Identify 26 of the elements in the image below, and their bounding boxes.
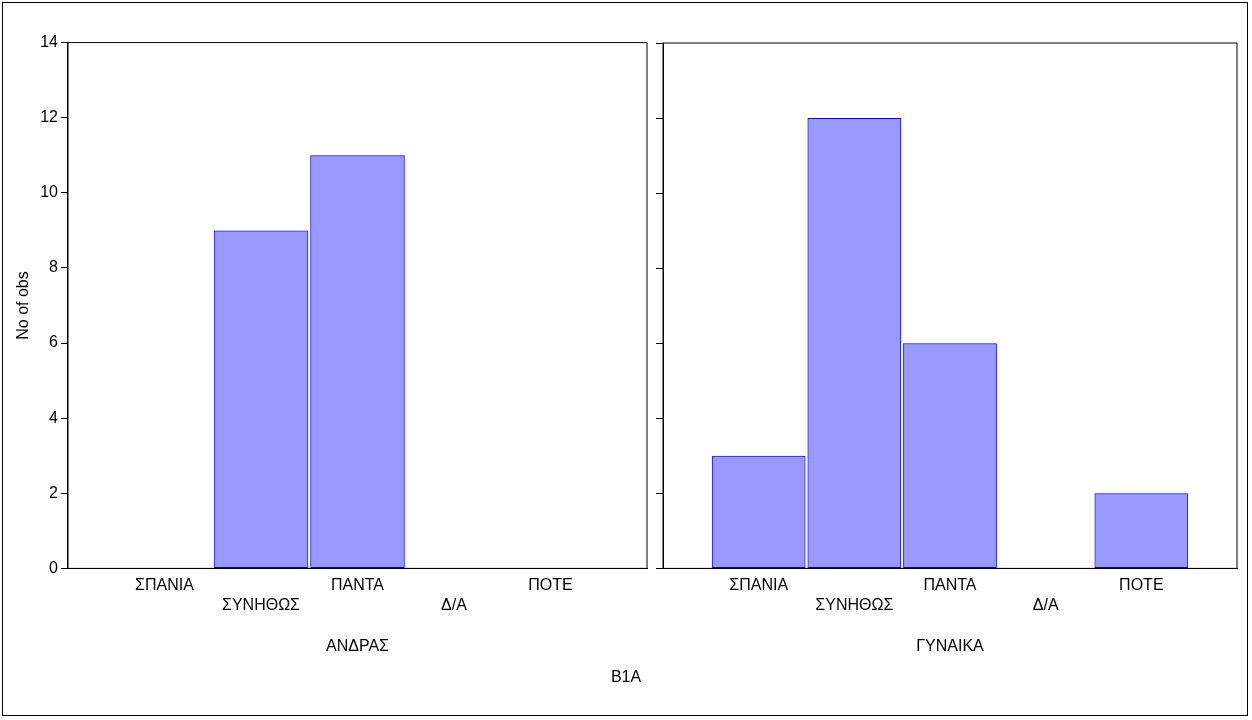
y-tick-label: 0 [49,558,59,576]
x-axis-title: ΑΝΔΡΑΣ [326,636,390,654]
bar [904,344,996,567]
x-tick-label: ΠΑΝΤΑ [923,576,977,594]
x-tick-label: Δ/Α [441,595,468,613]
y-tick-label: 10 [40,183,59,201]
y-tick-label: 8 [49,258,59,276]
x-tick-label: Δ/Α [1032,595,1059,613]
x-tick-label: ΠΟΤΕ [1119,576,1164,594]
x-tick-label: ΣΠΑΝΙΑ [135,576,195,594]
x-tick-label: ΠΟΤΕ [528,576,573,594]
y-tick-label: 12 [40,108,59,126]
y-axis-title: No of obs [14,271,32,340]
bar [711,455,806,568]
bar [1095,494,1188,567]
bar [808,119,901,567]
x-tick-label: ΣΥΝΗΘΩΣ [815,595,894,613]
y-tick-label: 6 [49,333,59,351]
y-tick-label: 2 [49,483,59,501]
y-tick-label: 14 [40,33,59,51]
text: B1A [609,668,643,686]
x-tick-label: ΣΠΑΝΙΑ [729,576,789,594]
x-tick-label: ΣΥΝΗΘΩΣ [222,595,301,613]
x-tick-label: ΠΑΝΤΑ [330,576,385,594]
x-axis-title: ΓΥΝΑΙΚΑ [916,636,985,654]
y-tick-label: 4 [49,408,59,426]
